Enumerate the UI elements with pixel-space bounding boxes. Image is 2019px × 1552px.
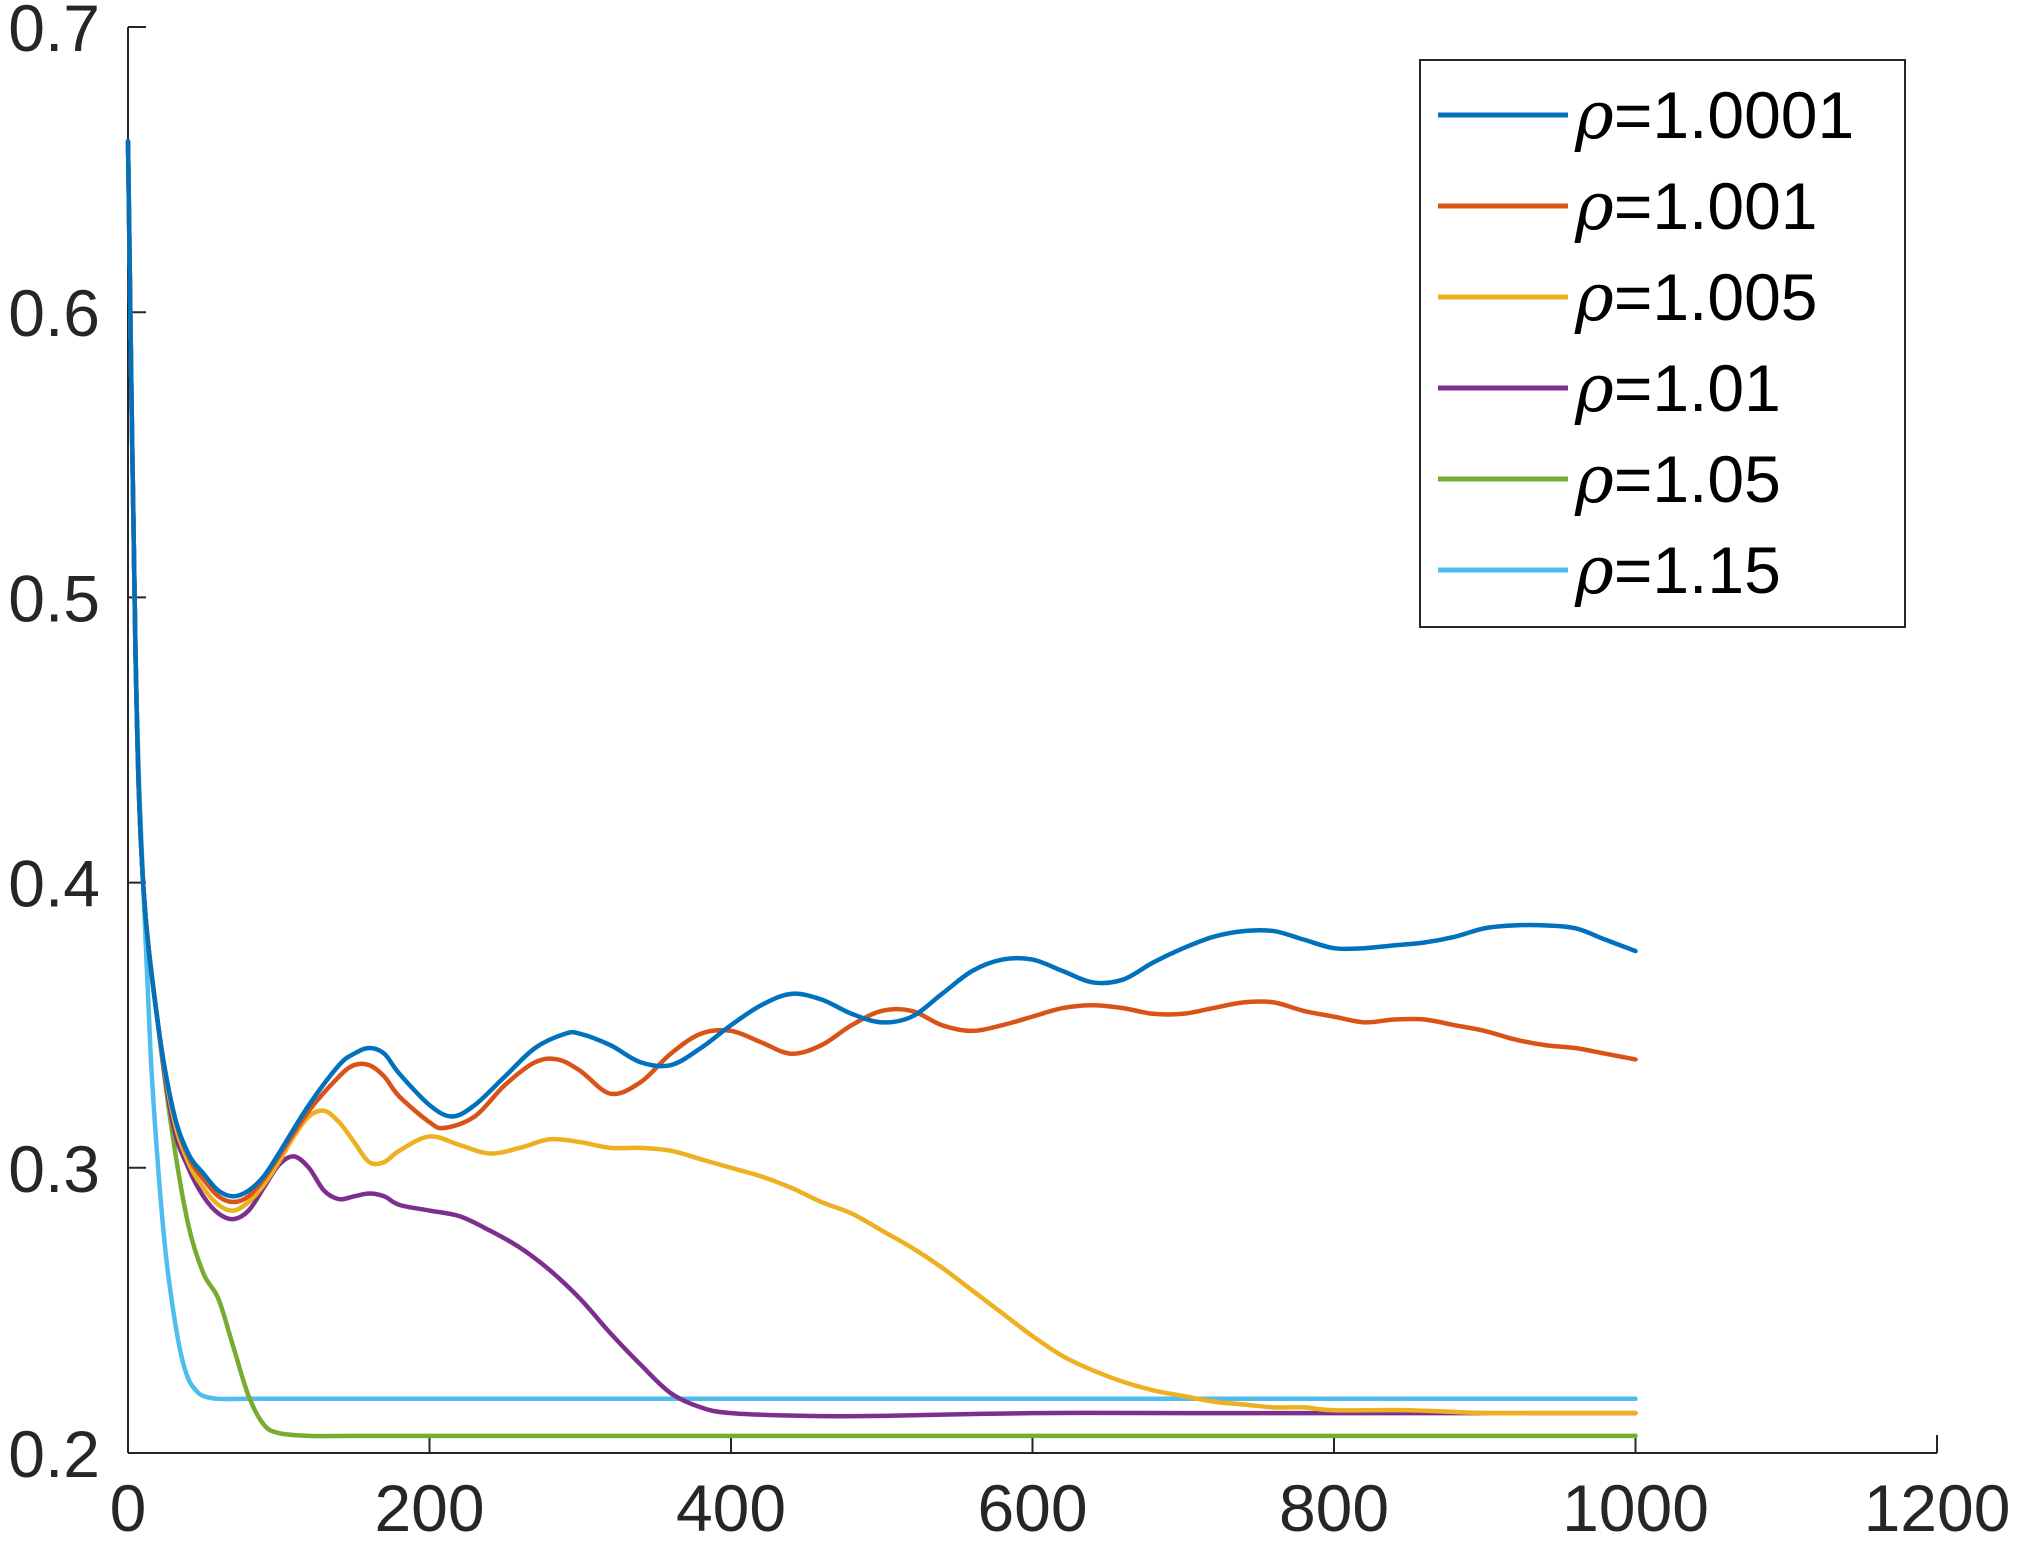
series-line bbox=[125, 138, 1638, 1402]
legend-label: ρ=1.005 bbox=[1574, 259, 1818, 336]
x-tick-label: 400 bbox=[676, 1471, 786, 1545]
x-tick-label: 800 bbox=[1279, 1471, 1389, 1545]
legend-label: ρ=1.0001 bbox=[1574, 77, 1854, 154]
legend-label: ρ=1.05 bbox=[1574, 441, 1781, 518]
legend: ρ=1.0001 ρ=1.001 ρ=1.005 ρ=1.01 ρ=1.05 ρ=1.15 bbox=[1419, 59, 1906, 628]
legend-label: ρ=1.001 bbox=[1574, 168, 1818, 245]
y-tick-label: 0.7 bbox=[8, 0, 100, 65]
series-line bbox=[125, 138, 1638, 1419]
y-tick-label: 0.3 bbox=[8, 1132, 100, 1206]
y-tick-label: 0.4 bbox=[8, 847, 100, 921]
x-tick-label: 600 bbox=[977, 1471, 1087, 1545]
series-line bbox=[125, 138, 1638, 1439]
series-line bbox=[125, 138, 1638, 1205]
y-tick-label: 0.6 bbox=[8, 276, 100, 350]
x-tick-label: 1000 bbox=[1562, 1471, 1709, 1545]
legend-label: ρ=1.15 bbox=[1574, 532, 1781, 609]
tick-labels: 0 200 400 600 800 1000 1200 0.2 0.3 0.4 0.5 0.6 0.7 bbox=[8, 0, 2010, 1545]
series-line bbox=[125, 138, 1638, 1416]
x-tick-label: 1200 bbox=[1864, 1471, 2011, 1545]
legend-box bbox=[1419, 59, 1906, 628]
x-tick-label: 200 bbox=[374, 1471, 484, 1545]
y-tick-label: 0.2 bbox=[8, 1417, 100, 1491]
series-group bbox=[125, 138, 1638, 1439]
y-tick-label: 0.5 bbox=[8, 561, 100, 635]
series-line bbox=[125, 138, 1638, 1199]
x-tick-label: 0 bbox=[110, 1471, 147, 1545]
legend-label: ρ=1.01 bbox=[1574, 350, 1781, 427]
